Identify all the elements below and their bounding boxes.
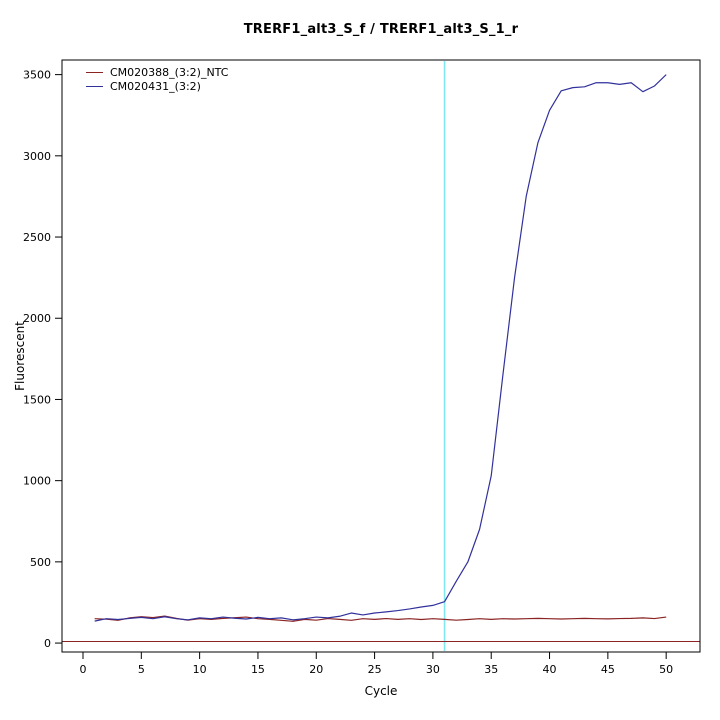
legend-item-sample: CM020431_(3:2) bbox=[86, 80, 228, 93]
y-tick-label: 500 bbox=[30, 556, 51, 569]
y-tick-label: 1000 bbox=[23, 475, 51, 488]
x-tick-label: 0 bbox=[79, 663, 86, 676]
y-tick-label: 3500 bbox=[23, 69, 51, 82]
legend-item-ntc: CM020388_(3:2)_NTC bbox=[86, 66, 228, 79]
legend-label-ntc: CM020388_(3:2)_NTC bbox=[110, 66, 229, 79]
y-tick-label: 2000 bbox=[23, 312, 51, 325]
legend-line-swatch-sample bbox=[86, 86, 103, 87]
series-line-1 bbox=[94, 74, 667, 622]
plot-border bbox=[61, 59, 701, 653]
y-tick-label: 1500 bbox=[23, 393, 51, 406]
chart-title: TRERF1_alt3_S_f / TRERF1_alt3_S_1_r bbox=[243, 22, 519, 37]
x-tick-label: 25 bbox=[368, 663, 382, 676]
y-axis-label: Fluorescent bbox=[13, 321, 27, 391]
x-tick-label: 30 bbox=[426, 663, 440, 676]
y-tick-label: 2500 bbox=[23, 231, 51, 244]
x-tick-label: 10 bbox=[193, 663, 207, 676]
x-tick-label: 35 bbox=[484, 663, 498, 676]
y-tick-label: 3000 bbox=[23, 150, 51, 163]
x-tick-label: 20 bbox=[309, 663, 323, 676]
legend-line-swatch-ntc bbox=[86, 72, 103, 73]
x-tick-label: 40 bbox=[543, 663, 557, 676]
x-tick-label: 50 bbox=[659, 663, 673, 676]
legend-label-sample: CM020431_(3:2) bbox=[110, 80, 201, 93]
x-tick-label: 5 bbox=[138, 663, 145, 676]
x-axis-label: Cycle bbox=[364, 684, 398, 698]
x-tick-label: 45 bbox=[601, 663, 615, 676]
legend: CM020388_(3:2)_NTC CM020431_(3:2) bbox=[86, 66, 228, 93]
y-tick-label: 0 bbox=[44, 637, 51, 650]
x-tick-label: 15 bbox=[251, 663, 265, 676]
